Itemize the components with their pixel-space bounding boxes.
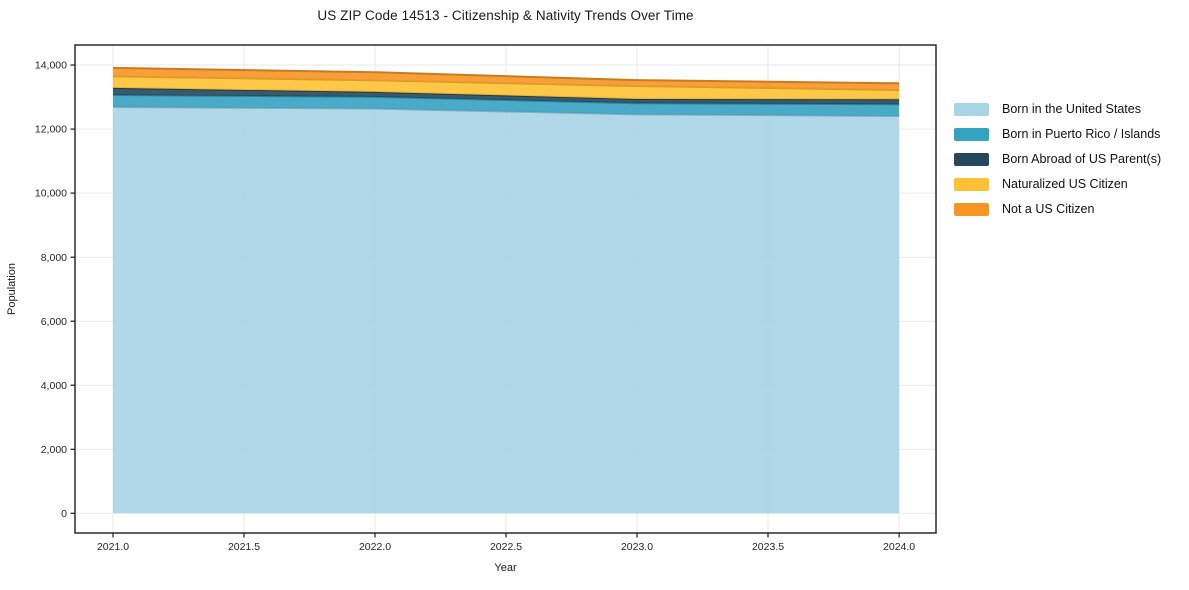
x-axis: 2021.0 2021.5 2022.0 2022.5 2023.0 2023.5 2024…	[97, 533, 915, 553]
x-tick-label: 2023.0	[621, 541, 653, 553]
legend-label: Naturalized US Citizen	[1002, 177, 1128, 191]
area-series-1	[113, 95, 900, 116]
legend-label: Born in the United States	[1002, 102, 1141, 116]
area-series-4	[113, 67, 900, 90]
y-tick-label: 12,000	[35, 124, 67, 136]
legend-swatch-icon	[954, 177, 989, 191]
y-tick-label: 0	[61, 508, 67, 520]
y-tick-label: 2,000	[41, 444, 67, 456]
x-tick-label: 2021.0	[97, 541, 129, 553]
area-series-4-edge	[112, 66, 900, 85]
legend-item-4: Not a US Citizen	[954, 202, 1161, 216]
y-tick-label: 4,000	[41, 380, 67, 392]
legend-label: Born in Puerto Rico / Islands	[1002, 127, 1161, 141]
y-tick-label: 10,000	[35, 188, 67, 200]
y-tick-label: 14,000	[35, 60, 67, 72]
x-tick-label: 2024.0	[883, 541, 915, 553]
legend-item-2: Born Abroad of US Parent(s)	[954, 152, 1161, 166]
area-series-3	[113, 76, 900, 100]
legend-swatch-icon	[954, 152, 989, 166]
legend-item-3: Naturalized US Citizen	[954, 177, 1161, 191]
x-axis-label: Year	[494, 562, 517, 574]
y-axis: 0 2,000 4,000 6,000 8,000 10,000 12,000 14,000	[35, 60, 75, 520]
x-tick-label: 2021.5	[228, 541, 260, 553]
legend: Born in the United States Born in Puerto …	[954, 102, 1161, 216]
y-tick-label: 6,000	[41, 316, 67, 328]
x-tick-label: 2023.5	[752, 541, 784, 553]
x-tick-label: 2022.0	[359, 541, 391, 553]
legend-label: Not a US Citizen	[1002, 202, 1095, 216]
y-axis-label: Population	[6, 263, 18, 315]
y-tick-label: 8,000	[41, 252, 67, 264]
legend-swatch-icon	[954, 202, 989, 216]
legend-item-1: Born in Puerto Rico / Islands	[954, 127, 1161, 141]
legend-swatch-icon	[954, 127, 989, 141]
area-series-0	[113, 107, 900, 514]
legend-label: Born Abroad of US Parent(s)	[1002, 152, 1162, 166]
legend-item-0: Born in the United States	[954, 102, 1161, 116]
x-tick-label: 2022.5	[490, 541, 522, 553]
chart-title: US ZIP Code 14513 - Citizenship & Nativi…	[317, 8, 694, 23]
legend-swatch-icon	[954, 102, 989, 116]
